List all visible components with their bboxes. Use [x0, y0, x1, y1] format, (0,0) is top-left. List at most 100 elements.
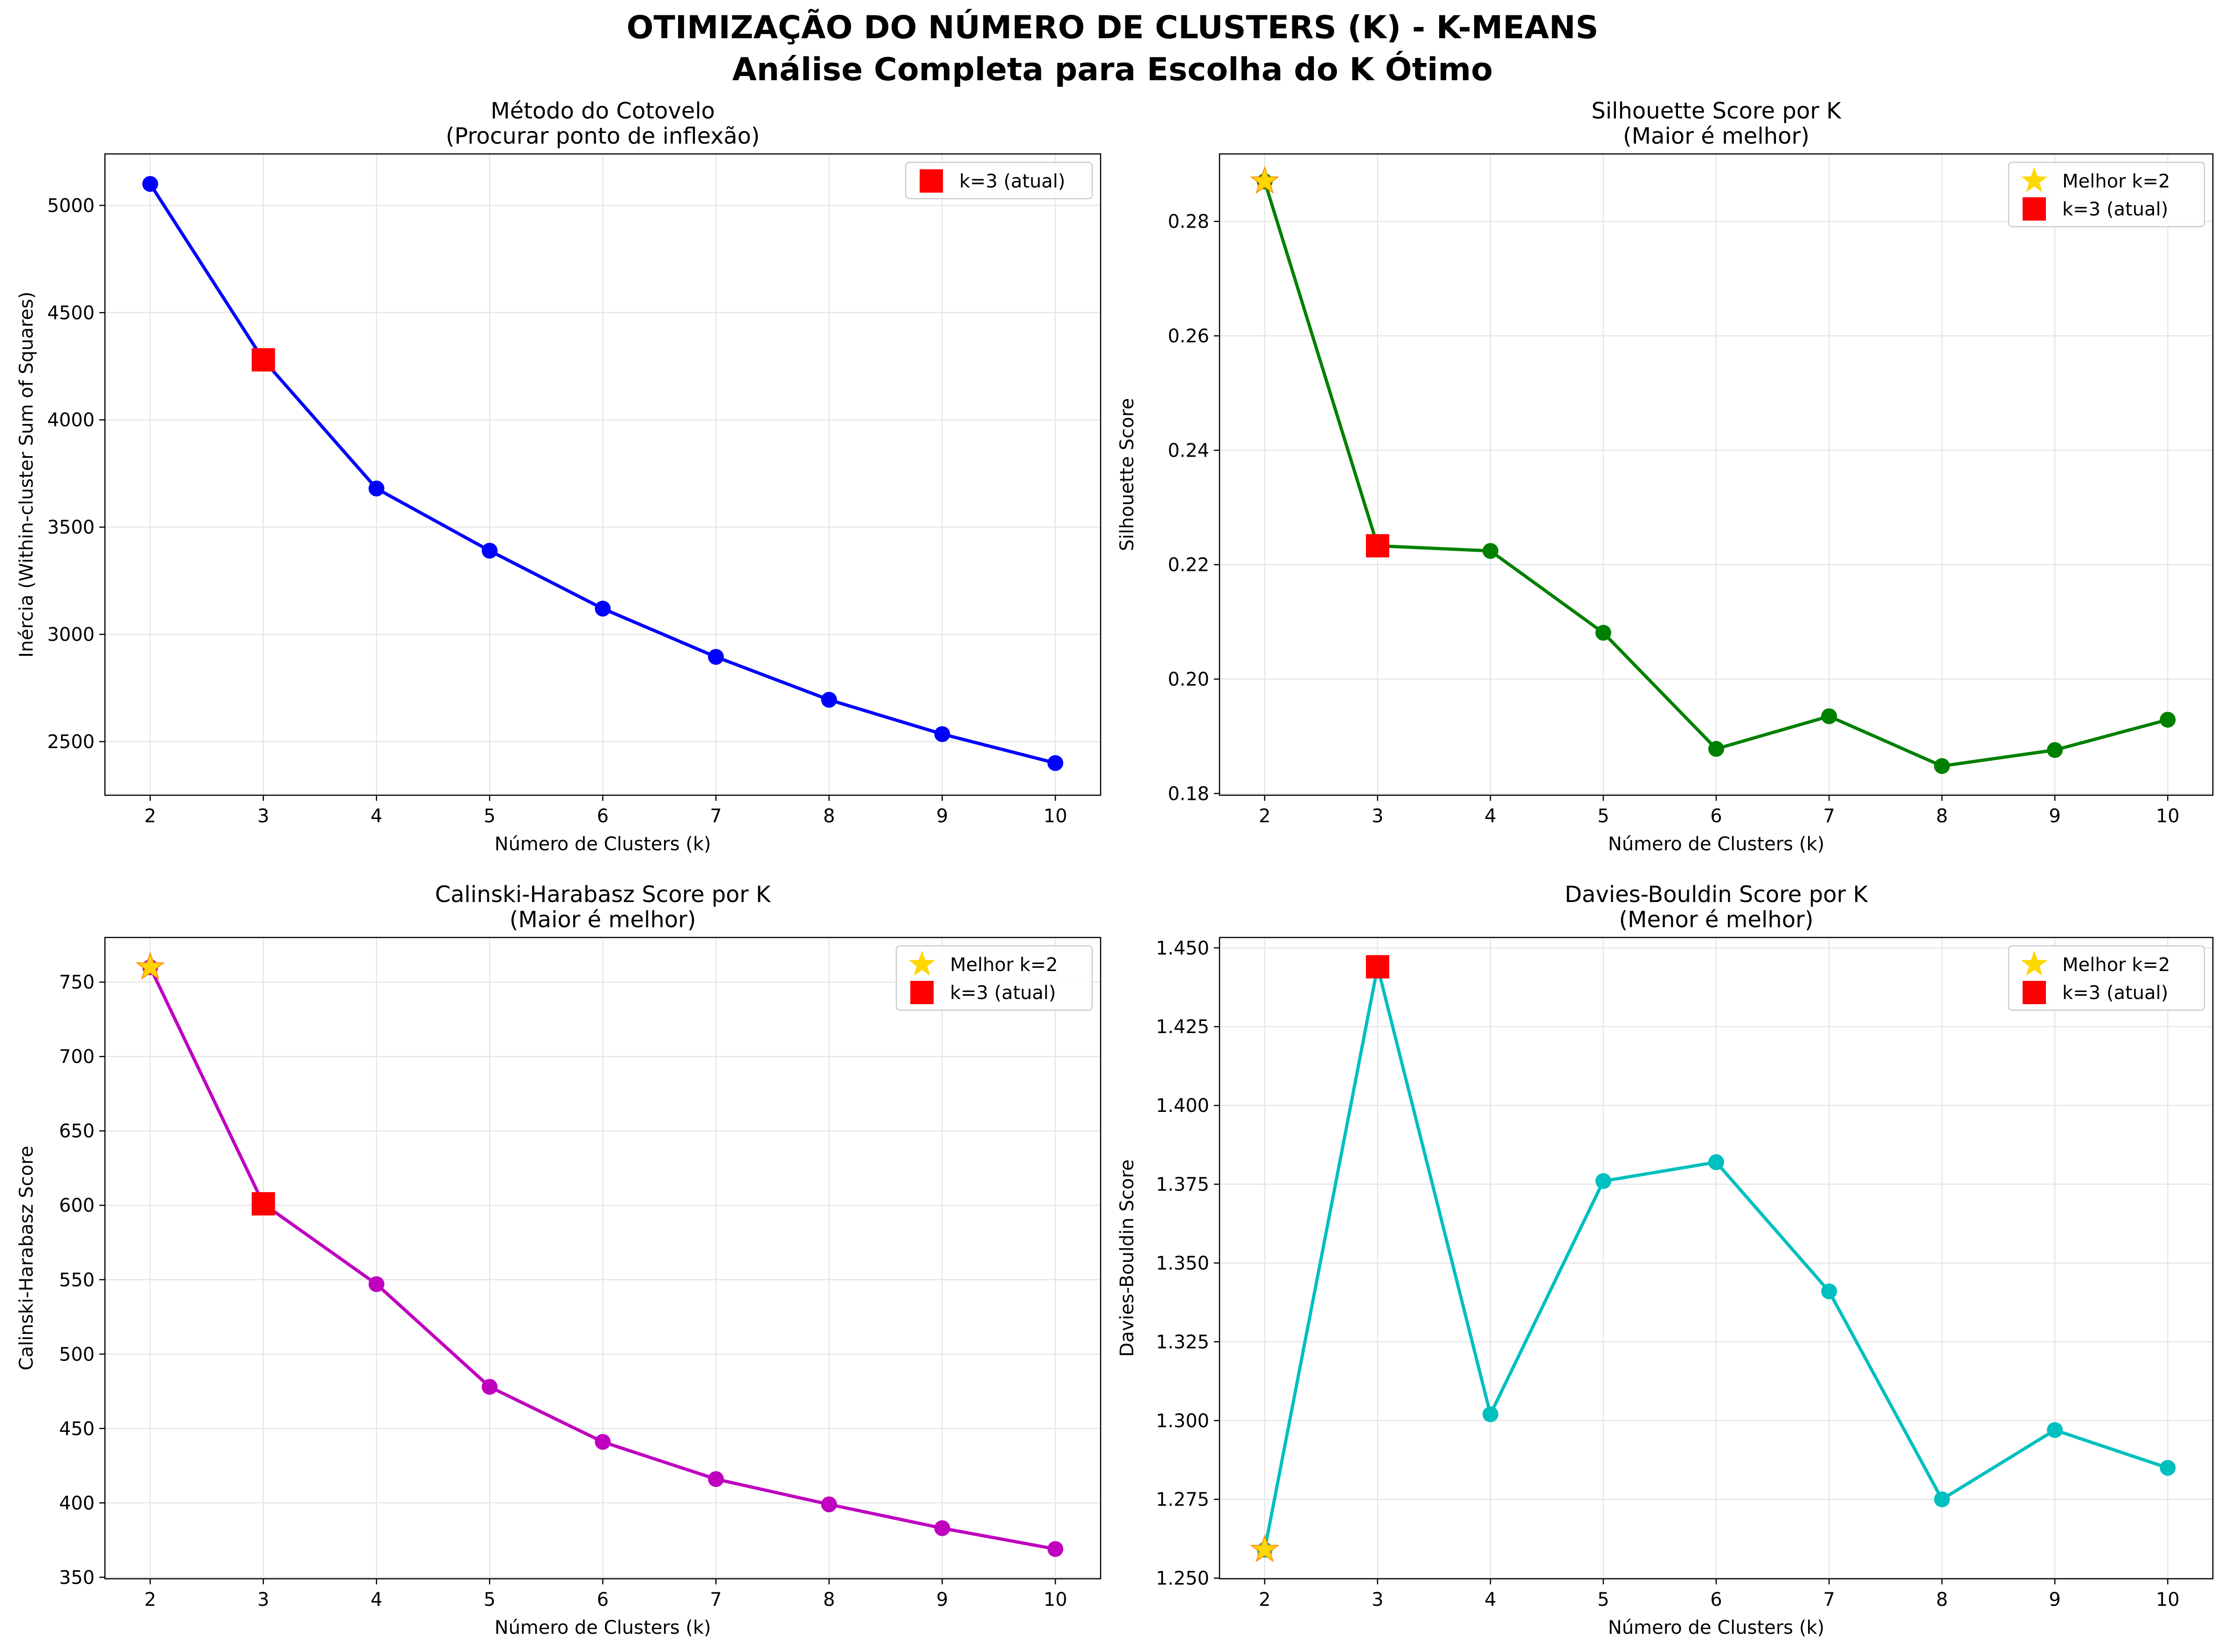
y-tick-label: 1.375 [1156, 1174, 1209, 1195]
data-point [2160, 712, 2176, 728]
y-tick-label: 450 [59, 1418, 95, 1440]
data-point [1708, 741, 1724, 757]
y-tick-label: 0.20 [1168, 669, 1209, 690]
data-point [368, 1276, 385, 1292]
data-point [1934, 1491, 1950, 1507]
x-tick-label: 3 [1372, 805, 1383, 827]
y-tick-label: 0.22 [1168, 555, 1209, 576]
figure-subtitle: Análise Completa para Escolha do K Ótimo [732, 51, 1493, 88]
chart-title: Silhouette Score por K [1591, 98, 1842, 124]
figure-title: OTIMIZAÇÃO DO NÚMERO DE CLUSTERS (K) - K… [626, 9, 1599, 46]
x-tick-label: 3 [257, 1589, 269, 1610]
legend-label: k=3 (atual) [950, 982, 1056, 1004]
y-tick-label: 1.425 [1156, 1016, 1209, 1038]
y-tick-label: 0.18 [1168, 783, 1209, 805]
data-point [708, 1471, 724, 1487]
y-axis-label: Inércia (Within-cluster Sum of Squares) [16, 292, 37, 658]
x-tick-label: 2 [144, 805, 156, 827]
x-tick-label: 7 [1823, 805, 1835, 827]
x-tick-label: 6 [1710, 805, 1722, 827]
x-tick-label: 10 [1044, 805, 1067, 827]
data-point [1934, 758, 1950, 774]
legend-star-swatch [2021, 951, 2048, 976]
y-tick-label: 1.250 [1156, 1568, 1209, 1590]
data-point [1708, 1154, 1724, 1170]
y-tick-label: 0.26 [1168, 326, 1209, 347]
y-axis-label: Calinski-Harabasz Score [16, 1146, 37, 1371]
data-point [2047, 1422, 2063, 1438]
data-point [481, 1379, 498, 1395]
chart-title: Calinski-Harabasz Score por K [435, 882, 771, 908]
legend-label: Melhor k=2 [2062, 171, 2170, 192]
x-tick-label: 8 [823, 805, 835, 827]
legend-star-swatch [2021, 167, 2048, 193]
data-point [1047, 1541, 1063, 1557]
x-tick-label: 4 [1484, 1589, 1496, 1610]
chart-subtitle: (Maior é melhor) [1623, 123, 1809, 149]
y-tick-label: 750 [59, 972, 95, 993]
data-point [1821, 708, 1837, 724]
x-tick-label: 5 [1597, 1589, 1609, 1610]
y-tick-label: 0.24 [1168, 440, 1209, 461]
data-point [1595, 1173, 1611, 1189]
y-tick-label: 1.325 [1156, 1332, 1209, 1353]
x-tick-label: 9 [2049, 1589, 2060, 1610]
legend-square-swatch [910, 981, 934, 1004]
data-point [368, 480, 385, 497]
x-tick-label: 9 [936, 1589, 948, 1610]
current-k-marker [1365, 534, 1389, 558]
y-tick-label: 5000 [47, 195, 95, 216]
chart-subtitle: (Menor é melhor) [1619, 907, 1813, 933]
current-k-marker [251, 348, 275, 372]
data-point [821, 692, 837, 708]
legend-label: k=3 (atual) [959, 171, 1065, 192]
x-tick-label: 5 [1597, 805, 1609, 827]
chart-title: Davies-Bouldin Score por K [1565, 882, 1868, 908]
chart-subtitle: (Procurar ponto de inflexão) [446, 123, 760, 149]
best-k-star-marker [1250, 166, 1280, 194]
x-tick-label: 2 [1259, 1589, 1270, 1610]
x-axis-label: Número de Clusters (k) [494, 833, 711, 855]
data-point [2047, 742, 2063, 758]
x-tick-label: 2 [144, 1589, 156, 1610]
x-tick-label: 6 [597, 805, 609, 827]
chart-panel-1: Método do Cotovelo(Procurar ponto de inf… [16, 98, 1102, 855]
x-tick-label: 4 [371, 1589, 382, 1610]
y-tick-label: 700 [59, 1046, 95, 1068]
legend-star-swatch [908, 951, 936, 976]
legend-box [895, 945, 1093, 1011]
legend: Melhor k=2 k=3 (atual) [2008, 161, 2205, 228]
x-tick-label: 7 [1823, 1589, 1835, 1610]
legend-box [2008, 945, 2205, 1011]
y-tick-label: 2500 [47, 731, 95, 753]
data-point [142, 176, 159, 192]
x-tick-label: 7 [710, 1589, 721, 1610]
legend-square-swatch [2023, 197, 2046, 221]
x-tick-label: 8 [1936, 805, 1948, 827]
x-tick-label: 9 [2049, 805, 2060, 827]
chart-panel-3: Calinski-Harabasz Score por K(Maior é me… [16, 882, 1102, 1638]
data-point [934, 1520, 950, 1536]
y-tick-label: 4500 [47, 302, 95, 324]
legend-label: k=3 (atual) [2062, 982, 2168, 1004]
chart-panel-4: Davies-Bouldin Score por K(Menor é melho… [1116, 882, 2214, 1638]
x-tick-label: 6 [597, 1589, 609, 1610]
chart-title: Método do Cotovelo [491, 98, 715, 124]
data-point [481, 542, 498, 559]
x-tick-label: 7 [710, 805, 721, 827]
y-tick-label: 600 [59, 1195, 95, 1216]
x-tick-label: 3 [257, 805, 269, 827]
x-axis-label: Número de Clusters (k) [494, 1617, 711, 1638]
legend-box [2008, 161, 2205, 228]
legend-label: Melhor k=2 [2062, 954, 2170, 976]
y-tick-label: 3000 [47, 624, 95, 646]
y-tick-label: 550 [59, 1270, 95, 1291]
data-point [1482, 543, 1498, 559]
x-axis-label: Número de Clusters (k) [1608, 1617, 1824, 1638]
legend-label: k=3 (atual) [2062, 199, 2168, 220]
y-tick-label: 1.300 [1156, 1410, 1209, 1432]
x-axis-label: Número de Clusters (k) [1608, 833, 1824, 855]
y-tick-label: 3500 [47, 517, 95, 538]
x-tick-label: 5 [484, 805, 495, 827]
data-point [821, 1496, 837, 1513]
